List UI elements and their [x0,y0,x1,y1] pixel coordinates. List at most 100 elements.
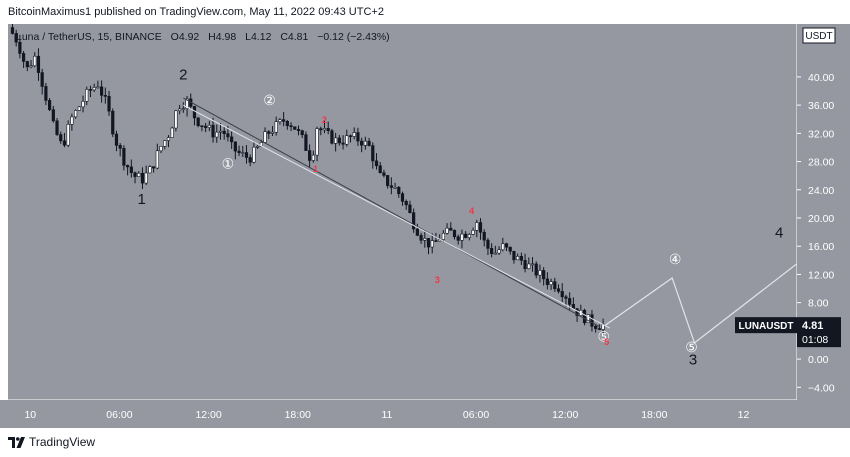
candle-down [360,140,364,146]
candle-down [211,124,215,138]
candle-up [445,227,449,234]
candle-down [14,33,18,43]
candle-down [452,230,457,238]
candle-down [204,125,208,128]
candle-down [107,96,111,112]
time-axis[interactable] [0,400,850,428]
candle-down [267,131,271,134]
candle-down [114,133,119,146]
candle-down [590,314,594,327]
candle-down [308,150,312,161]
candle-up [311,154,315,161]
candle-down [597,328,601,330]
last-price-value: 4.81 [802,320,823,332]
candle-down [564,296,568,299]
candle-down [48,100,52,110]
candle-down [122,148,126,166]
footer: TradingView [0,428,850,457]
candle-up [166,137,171,141]
x-tick-label: 11 [381,409,392,421]
candle-up [70,116,74,125]
candle-down [230,136,234,143]
candle-up [538,270,542,276]
legend-low-value: 4.12 [251,31,272,43]
wave-label-minor: 1 [313,164,318,174]
candle-up [215,131,219,138]
candle-up [92,87,96,91]
candle-down [367,140,371,146]
candle-down [400,193,405,202]
candle-down [103,95,107,97]
candle-up [345,135,349,145]
candle-down [582,309,587,324]
tradingview-logo[interactable]: TradingView [8,435,95,449]
candle-down [449,227,453,231]
candle-down [341,142,345,145]
candle-up [441,232,445,240]
candle-down [382,172,386,176]
currency-label: USDT [805,31,832,42]
currency-badge[interactable]: USDT [802,27,836,44]
candle-down [10,27,15,34]
candle-down [456,236,460,241]
legend-high-value: 4.98 [216,31,237,43]
candle-up [497,249,501,254]
candle-up [77,106,81,111]
candle-up [96,86,100,89]
legend-close-label: C [280,31,288,43]
candle-up [174,110,178,129]
candle-down [326,128,330,131]
candle-down [389,185,393,188]
symbol-legend: Luna / TetherUS, 15, BINANCE O4.92 H4.98… [16,31,390,43]
candle-down [508,246,512,252]
candle-up [471,230,475,235]
candle-down [426,238,431,248]
candle-down [140,172,145,184]
candle-up [527,263,531,270]
candle-up [460,233,464,241]
candle-down [486,239,490,249]
price-chart[interactable]: 12①②1234⑤5④⑤345 Luna / TetherUS, 15, BIN… [0,24,850,428]
candle-up [352,132,356,137]
candle-up [278,119,282,122]
candle-down [36,55,41,73]
y-tick-label: 12.00 [808,269,834,281]
candle-down [282,119,286,122]
candle-down [419,235,423,241]
candle-up [33,55,37,67]
candle-up [74,110,78,118]
candle-up [586,314,590,324]
candle-down [152,166,156,169]
candle-down [293,126,297,130]
candle-up [363,140,367,146]
candle-up [493,252,497,255]
candle-down [88,89,93,91]
candle-down [330,130,334,144]
y-tick-label: −4.00 [808,382,835,394]
candle-down [44,86,48,101]
candle-down [542,270,546,280]
candle-up [475,222,479,231]
candle-down [226,133,230,138]
candle-up [185,98,189,109]
candle-up [66,124,70,146]
x-tick-label: 18:00 [641,409,667,421]
candle-up [334,137,338,144]
candle-down [192,106,197,119]
candle-up [549,281,553,285]
candle-up [155,150,159,169]
plot-area[interactable] [8,24,797,400]
candle-up [252,146,256,163]
candle-down [482,231,486,241]
candle-down [348,135,353,137]
candle-down [545,278,549,285]
x-tick-label: 10 [24,409,36,421]
wave-label-minor: 5 [604,337,609,347]
candle-down [415,228,419,236]
wave-label-primary: 3 [689,352,697,369]
x-tick-label: 12:00 [195,409,221,421]
candle-down [300,130,304,136]
candle-down [304,134,308,151]
wave-label-circled: ① [222,156,235,172]
wave-label-primary: 2 [179,67,187,84]
